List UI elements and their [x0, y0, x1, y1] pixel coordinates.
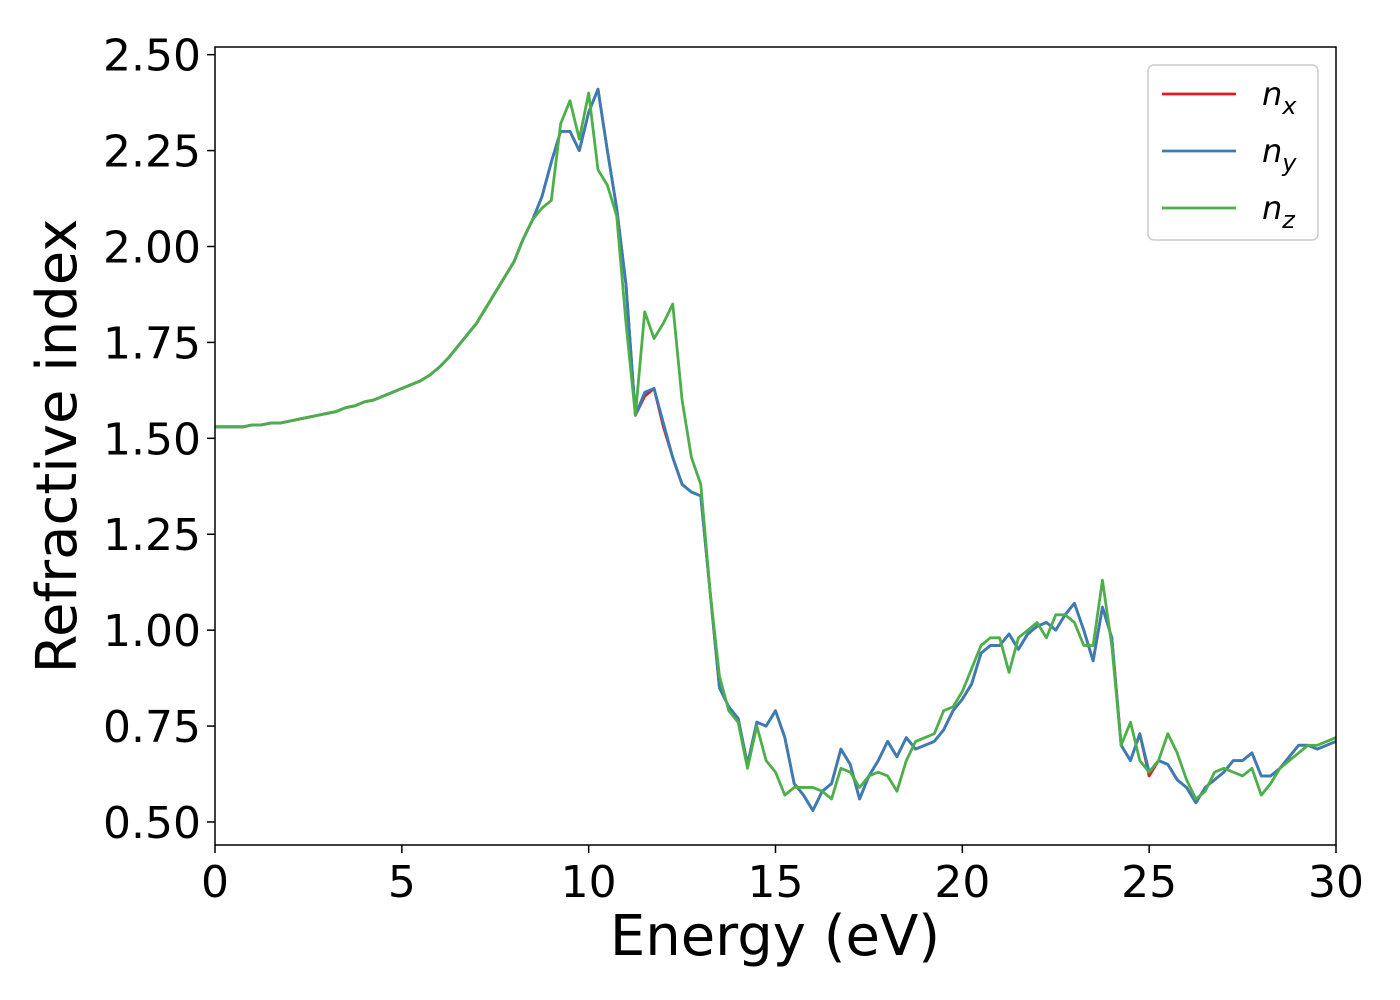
x-tick-label: 30 — [1308, 857, 1364, 908]
legend-box — [1147, 64, 1319, 241]
y-tick-label: 2.25 — [103, 127, 201, 178]
y-tick-label: 1.00 — [103, 606, 201, 657]
y-tick-label: 2.50 — [103, 31, 201, 82]
x-tick-label: 15 — [748, 857, 804, 908]
x-tick-label: 10 — [561, 857, 617, 908]
y-tick-label: 1.25 — [103, 510, 201, 561]
y-tick-label: 0.75 — [103, 702, 201, 753]
y-tick-label: 0.50 — [103, 798, 201, 849]
y-tick-label: 2.00 — [103, 223, 201, 274]
x-tick-label: 25 — [1121, 857, 1177, 908]
series-line — [215, 91, 1336, 801]
x-tick-label: 20 — [934, 857, 990, 908]
plot-frame — [214, 46, 1337, 846]
y-tick-label: 1.50 — [103, 414, 201, 465]
legend-label: ny — [1262, 132, 1297, 177]
y-axis-label: Refractive index — [25, 219, 90, 674]
legend-label: nx — [1262, 75, 1297, 120]
legend: nx ny nz — [1147, 64, 1319, 241]
x-tick-label: 5 — [388, 857, 416, 908]
legend-label: nz — [1262, 189, 1296, 234]
y-tick-label: 1.75 — [103, 318, 201, 369]
x-tick-label: 0 — [201, 857, 229, 908]
x-axis-label: Energy (eV) — [610, 904, 940, 969]
